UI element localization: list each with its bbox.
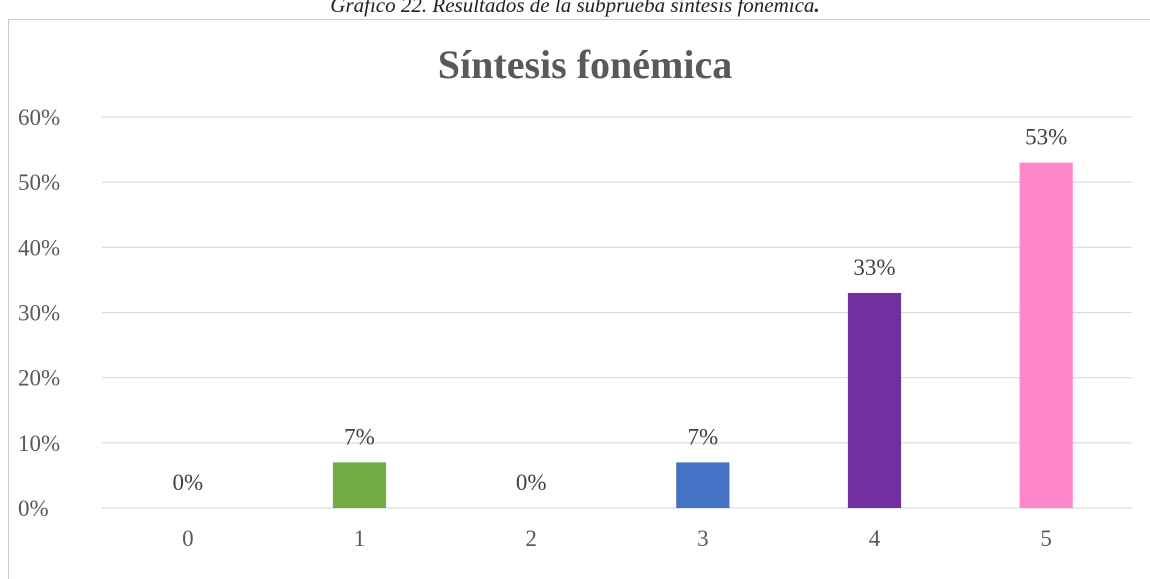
x-tick-label-2: 2 [525, 526, 537, 551]
y-tick-label: 60% [18, 105, 60, 130]
data-label-1: 7% [344, 424, 375, 449]
x-tick-label-0: 0 [182, 526, 194, 551]
y-tick-label: 30% [18, 301, 60, 326]
x-tick-label-1: 1 [354, 526, 366, 551]
y-tick-label: 10% [18, 431, 60, 456]
chart-frame [8, 19, 1150, 579]
data-label-2: 0% [516, 470, 547, 495]
figure-caption: Gráfico 22. Resultados de la subprueba s… [0, 0, 1150, 17]
y-tick-label: 20% [18, 366, 60, 391]
y-tick-label: 50% [18, 170, 60, 195]
data-label-5: 53% [1025, 125, 1067, 150]
chart-title: Síntesis fonémica [438, 42, 732, 87]
data-label-4: 33% [853, 255, 895, 280]
y-tick-label: 0% [18, 496, 49, 521]
gridlines [102, 116, 1132, 509]
x-axis-tick-labels: 0 1 2 3 4 5 [182, 526, 1052, 551]
data-label-0: 0% [172, 470, 203, 495]
y-tick-label: 40% [18, 235, 60, 260]
x-tick-label-4: 4 [869, 526, 881, 551]
bar-chart: Síntesis fonémica 0%10%20%30%40%50%60% 0… [18, 42, 1132, 551]
bar-3 [676, 462, 730, 508]
y-axis-tick-labels: 0% 10% 20% 30% 40% 50% 60% [18, 105, 60, 521]
bar-1 [332, 462, 387, 508]
figure-caption-period: . [814, 0, 820, 17]
x-tick-label-3: 3 [697, 526, 709, 551]
bar-5 [1019, 162, 1073, 508]
figure-caption-text: Gráfico 22. Resultados de la subprueba s… [330, 0, 815, 17]
data-label-3: 7% [687, 424, 718, 449]
bar-4 [847, 292, 902, 508]
data-labels: 0% 7% 0% 7% 33% 53% [172, 125, 1067, 495]
x-tick-label-5: 5 [1040, 526, 1052, 551]
bars [332, 162, 1073, 508]
